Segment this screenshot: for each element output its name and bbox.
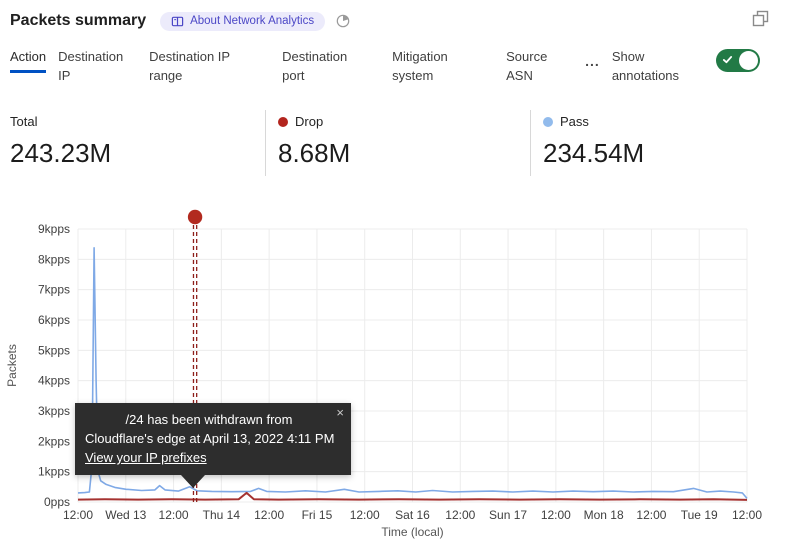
packets-time-series-chart: 0pps 1kpps 2kpps 3kpps 4kpps 5kpps 6kpps 7kpps 8… <box>0 205 785 560</box>
page-title: Packets summary <box>10 12 147 29</box>
tooltip-caret <box>181 475 205 488</box>
annotation-marker-dot[interactable] <box>187 209 203 225</box>
badge-label: About Network Analytics <box>190 15 315 27</box>
stat-label: Total <box>10 114 38 129</box>
x-tick-label: 12:00 <box>159 508 189 522</box>
pass-legend-dot <box>543 116 553 127</box>
tab-mitigation-system[interactable]: Mitigation system <box>392 47 472 89</box>
y-tick-label: 1kpps <box>38 465 70 479</box>
tab-destination-ip-range[interactable]: Destination IP range <box>149 47 244 89</box>
view-ip-prefixes-link[interactable]: View your IP prefixes <box>85 450 207 465</box>
y-tick-label: 5kpps <box>38 343 70 357</box>
x-tick-label: Sun 17 <box>489 508 527 522</box>
x-tick-label: 12:00 <box>541 508 571 522</box>
x-tick-label: Sat 16 <box>395 508 430 522</box>
y-tick-label: 8kpps <box>38 252 70 266</box>
show-annotations-label: Show annotations <box>611 49 680 83</box>
x-axis-title: Time (local) <box>381 525 443 539</box>
tab-label: Action <box>10 49 47 64</box>
x-tick-label: 12:00 <box>350 508 380 522</box>
x-tick-label: Fri 15 <box>302 508 333 522</box>
x-tick-label: 12:00 <box>445 508 475 522</box>
tab-label: Mitigation system <box>392 49 448 83</box>
x-tick-label: 12:00 <box>254 508 284 522</box>
tab-action[interactable]: Action <box>10 47 47 73</box>
more-tabs-button[interactable]: ... <box>585 53 600 69</box>
summary-stats-row: Total 243.23M Drop 8.68M Pass 234.54M <box>0 110 785 176</box>
x-tick-label: Wed 13 <box>105 508 146 522</box>
x-tick-label: Tue 19 <box>681 508 718 522</box>
y-tick-label: 4kpps <box>38 374 70 388</box>
check-icon <box>722 54 733 65</box>
tab-destination-port[interactable]: Destination port <box>282 47 362 89</box>
x-tick-label: Mon 18 <box>584 508 624 522</box>
x-tick-label: 12:00 <box>636 508 666 522</box>
x-tick-label: 12:00 <box>63 508 93 522</box>
y-tick-label: 0pps <box>44 495 70 509</box>
stat-total: Total 243.23M <box>0 110 265 176</box>
y-tick-label: 9kpps <box>38 222 70 236</box>
about-network-analytics-badge[interactable]: About Network Analytics <box>160 11 326 31</box>
tab-label: Destination IP <box>58 49 124 83</box>
drop-legend-dot <box>278 116 288 127</box>
y-axis-title: Packets <box>5 344 19 387</box>
book-icon <box>171 15 184 28</box>
x-tick-label: Thu 14 <box>203 508 241 522</box>
tooltip-close-icon[interactable]: × <box>336 405 344 420</box>
time-period-icon[interactable] <box>335 13 351 29</box>
y-tick-label: 7kpps <box>38 283 70 297</box>
tab-label: Destination IP range <box>149 49 230 83</box>
tab-label: Destination port <box>282 49 348 83</box>
y-tick-label: 3kpps <box>38 404 70 418</box>
stat-value: 243.23M <box>10 138 112 168</box>
annotation-tooltip: /24 has been withdrawn from Cloudflare's… <box>75 403 351 488</box>
tooltip-message-line1: /24 has been withdrawn from <box>125 412 293 427</box>
stat-drop: Drop 8.68M <box>265 110 530 176</box>
stat-value: 234.54M <box>543 138 645 168</box>
toggle-knob <box>738 51 758 70</box>
chart-canvas: 0pps 1kpps 2kpps 3kpps 4kpps 5kpps 6kpps 7kpps 8… <box>5 209 762 539</box>
series-line-pass <box>77 246 748 499</box>
tab-list: Action Destination IP Destination IP range… <box>10 47 585 89</box>
stat-label: Pass <box>560 114 589 129</box>
expand-window-icon[interactable] <box>752 10 769 27</box>
x-tick-label: 12:00 <box>732 508 762 522</box>
stat-pass: Pass 234.54M <box>530 110 785 176</box>
series-line-drop <box>77 491 748 501</box>
header: Packets summary About Network Analytics <box>10 8 775 34</box>
stat-value: 8.68M <box>278 138 351 168</box>
filter-tabs-row: Action Destination IP Destination IP range… <box>10 47 775 89</box>
show-annotations-toggle[interactable] <box>715 49 760 72</box>
tab-source-asn[interactable]: Source ASN <box>506 47 561 89</box>
stat-label: Drop <box>295 114 324 129</box>
y-tick-label: 6kpps <box>38 313 70 327</box>
tab-label: Source ASN <box>506 49 548 83</box>
tooltip-message-line2: Cloudflare's edge at April 13, 2022 4:11… <box>85 431 335 446</box>
tab-destination-ip[interactable]: Destination IP <box>58 47 134 89</box>
y-tick-label: 2kpps <box>38 434 70 448</box>
